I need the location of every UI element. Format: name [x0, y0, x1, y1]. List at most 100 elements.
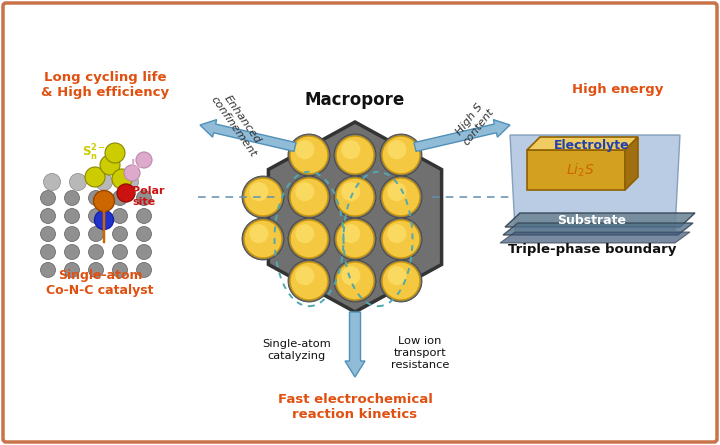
Circle shape — [336, 262, 374, 300]
Circle shape — [336, 220, 374, 258]
Text: High S
content: High S content — [452, 99, 496, 147]
Circle shape — [290, 220, 328, 258]
Circle shape — [290, 178, 328, 216]
Circle shape — [334, 218, 376, 260]
Polygon shape — [345, 312, 365, 377]
Circle shape — [105, 143, 125, 163]
Circle shape — [295, 266, 315, 285]
Circle shape — [382, 262, 420, 300]
Text: Triple-phase boundary: Triple-phase boundary — [508, 243, 676, 256]
Circle shape — [334, 134, 376, 176]
Circle shape — [112, 263, 127, 278]
Circle shape — [242, 176, 284, 218]
Circle shape — [137, 244, 151, 259]
Text: Macropore: Macropore — [305, 91, 405, 109]
Circle shape — [336, 178, 374, 216]
Text: Polar: Polar — [132, 186, 164, 196]
Circle shape — [89, 190, 104, 206]
Text: Substrate: Substrate — [557, 214, 626, 227]
Circle shape — [380, 134, 422, 176]
Circle shape — [65, 227, 79, 242]
Text: $\mathbf{Li^+}$: $\mathbf{Li^+}$ — [130, 158, 151, 173]
Circle shape — [40, 263, 55, 278]
Circle shape — [89, 263, 104, 278]
Text: Long cycling life
& High efficiency: Long cycling life & High efficiency — [41, 71, 169, 99]
Circle shape — [244, 220, 282, 258]
Circle shape — [341, 182, 360, 201]
Polygon shape — [527, 137, 638, 150]
Circle shape — [387, 266, 406, 285]
Circle shape — [40, 227, 55, 242]
Circle shape — [112, 169, 132, 189]
Text: Enhanced
confinement: Enhanced confinement — [209, 87, 267, 158]
Circle shape — [387, 182, 406, 201]
Circle shape — [341, 266, 360, 285]
Circle shape — [242, 218, 284, 260]
Text: Single-atom
Co-N-C catalyst: Single-atom Co-N-C catalyst — [46, 269, 154, 297]
Circle shape — [288, 176, 330, 218]
Circle shape — [40, 244, 55, 259]
Circle shape — [137, 209, 151, 223]
Circle shape — [112, 227, 127, 242]
FancyBboxPatch shape — [3, 3, 717, 442]
Polygon shape — [527, 150, 625, 190]
Polygon shape — [503, 223, 693, 235]
Circle shape — [244, 178, 282, 216]
Circle shape — [334, 260, 376, 302]
Circle shape — [137, 190, 151, 206]
Circle shape — [89, 209, 104, 223]
Circle shape — [65, 190, 79, 206]
Circle shape — [117, 184, 135, 202]
Circle shape — [65, 263, 79, 278]
Circle shape — [85, 167, 105, 187]
Circle shape — [94, 190, 114, 211]
Circle shape — [295, 224, 315, 243]
Polygon shape — [510, 135, 680, 230]
Circle shape — [112, 190, 127, 206]
Polygon shape — [200, 120, 296, 151]
Circle shape — [89, 227, 104, 242]
Circle shape — [380, 260, 422, 302]
Circle shape — [380, 218, 422, 260]
Circle shape — [137, 227, 151, 242]
Polygon shape — [269, 122, 441, 312]
Circle shape — [382, 178, 420, 216]
Circle shape — [295, 182, 315, 201]
Text: Fast electrochemical
reaction kinetics: Fast electrochemical reaction kinetics — [278, 393, 433, 421]
Circle shape — [40, 190, 55, 206]
Circle shape — [112, 244, 127, 259]
Circle shape — [122, 174, 138, 190]
Circle shape — [288, 134, 330, 176]
Circle shape — [249, 224, 269, 243]
Polygon shape — [505, 213, 695, 227]
Circle shape — [124, 165, 140, 181]
Circle shape — [336, 136, 374, 174]
Text: Single-atom
catalyzing: Single-atom catalyzing — [263, 339, 331, 361]
Circle shape — [112, 209, 127, 223]
Text: site: site — [132, 197, 155, 207]
Polygon shape — [500, 232, 690, 243]
Text: High energy: High energy — [572, 84, 664, 97]
Circle shape — [288, 218, 330, 260]
Circle shape — [94, 210, 114, 230]
Circle shape — [290, 262, 328, 300]
Circle shape — [40, 209, 55, 223]
Circle shape — [136, 152, 152, 168]
Circle shape — [380, 176, 422, 218]
Circle shape — [290, 136, 328, 174]
Text: $Li_2S$: $Li_2S$ — [566, 161, 594, 179]
Circle shape — [70, 174, 86, 190]
Circle shape — [382, 136, 420, 174]
Text: Electrolyte: Electrolyte — [554, 138, 630, 151]
Circle shape — [89, 244, 104, 259]
Polygon shape — [414, 120, 510, 151]
Circle shape — [387, 140, 406, 159]
Circle shape — [65, 244, 79, 259]
Circle shape — [382, 220, 420, 258]
Text: $\mathbf{S_n^{2-}}$: $\mathbf{S_n^{2-}}$ — [82, 143, 106, 163]
Circle shape — [137, 263, 151, 278]
Circle shape — [295, 140, 315, 159]
Circle shape — [100, 155, 120, 175]
Circle shape — [387, 224, 406, 243]
Circle shape — [249, 182, 269, 201]
